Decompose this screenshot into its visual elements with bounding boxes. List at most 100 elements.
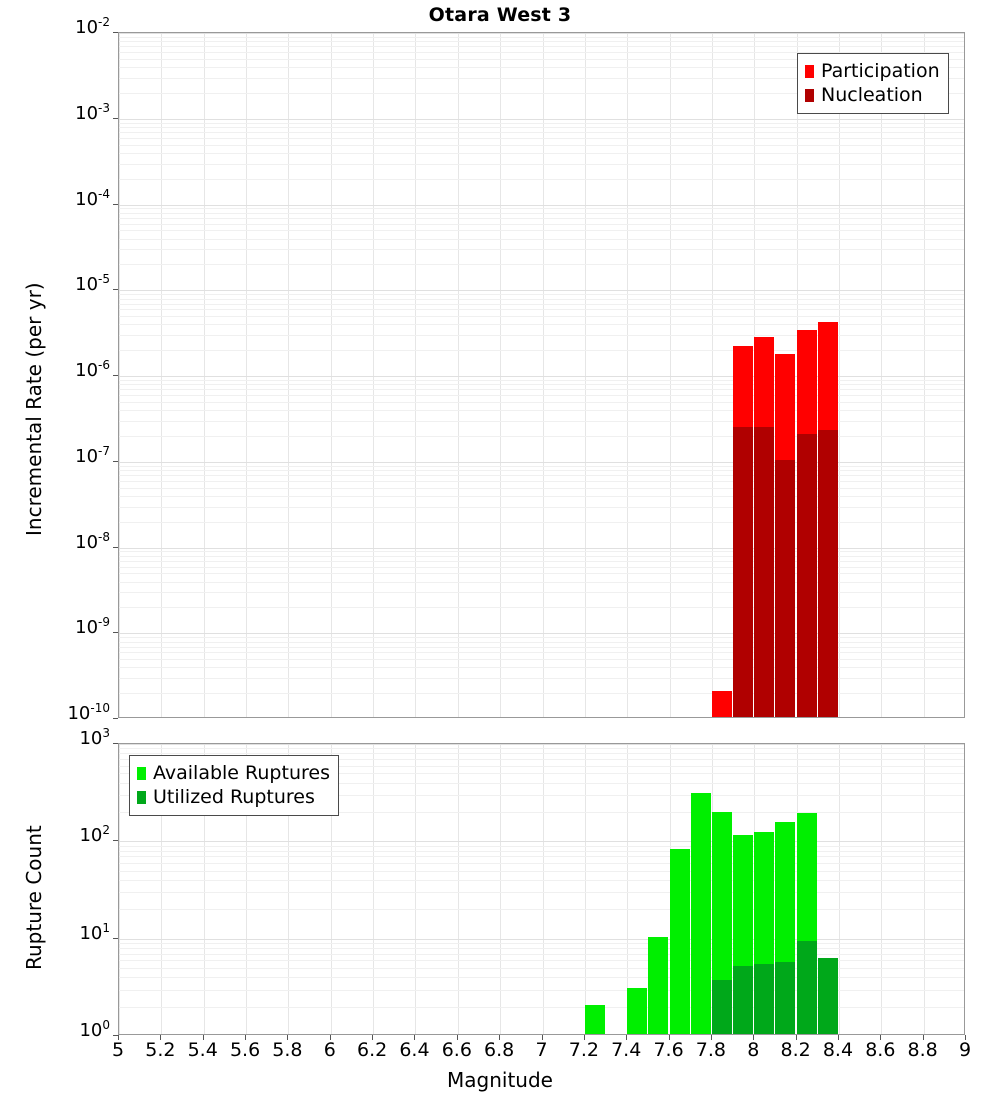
- grid-line-horizontal: [119, 204, 964, 206]
- grid-line-vertical: [246, 744, 248, 1034]
- x-tick-label: 7.6: [653, 1039, 684, 1061]
- legend-label: Available Ruptures: [153, 761, 330, 784]
- grid-line-horizontal-minor: [119, 989, 964, 991]
- x-tick-mark: [541, 1035, 543, 1040]
- grid-line-horizontal-minor: [119, 667, 964, 669]
- y-tick-mark: [113, 743, 118, 744]
- grid-line-horizontal-minor: [119, 637, 964, 639]
- x-tick-label: 8: [747, 1039, 760, 1061]
- grid-line-horizontal-minor: [119, 812, 964, 814]
- grid-line-vertical: [161, 33, 163, 717]
- grid-line-horizontal-minor: [119, 480, 964, 482]
- y-tick-label: 10-10: [67, 701, 110, 724]
- grid-line-horizontal-minor: [119, 856, 964, 858]
- x-tick-mark: [456, 1035, 458, 1040]
- grid-line-horizontal: [119, 841, 964, 843]
- grid-line-horizontal-minor: [119, 379, 964, 381]
- grid-line-horizontal-minor: [119, 335, 964, 337]
- x-tick-label: 7.2: [568, 1039, 599, 1061]
- grid-line-vertical: [119, 33, 120, 717]
- y-tick-mark: [113, 840, 118, 842]
- legend-label: Utilized Ruptures: [153, 785, 315, 808]
- grid-line-vertical: [203, 33, 205, 717]
- grid-line-horizontal-minor: [119, 794, 964, 796]
- grid-line-horizontal-minor: [119, 36, 964, 38]
- x-tick-label: 5.8: [272, 1039, 303, 1061]
- grid-line-horizontal-minor: [119, 122, 964, 124]
- grid-line-vertical: [415, 33, 417, 717]
- y-tick-label: 103: [79, 726, 110, 749]
- grid-line-vertical: [669, 33, 671, 717]
- grid-line-horizontal-minor: [119, 551, 964, 553]
- y-tick-label: 100: [79, 1018, 110, 1041]
- grid-line-horizontal-minor: [119, 759, 964, 761]
- grid-line-vertical: [923, 33, 925, 717]
- grid-line-horizontal-minor: [119, 592, 964, 594]
- grid-line-horizontal-minor: [119, 967, 964, 969]
- y-tick-label: 10-8: [75, 529, 110, 553]
- grid-line-vertical: [203, 744, 205, 1034]
- grid-line-horizontal: [119, 290, 964, 292]
- grid-line-horizontal-minor: [119, 560, 964, 562]
- legend-entry: Participation: [805, 59, 940, 83]
- grid-line-horizontal-minor: [119, 316, 964, 318]
- grid-line-vertical: [542, 744, 544, 1034]
- grid-line-horizontal-minor: [119, 862, 964, 864]
- grid-line-horizontal: [119, 633, 964, 635]
- legend-label: Participation: [821, 59, 940, 82]
- bar-available-ruptures: [690, 792, 711, 1034]
- grid-line-horizontal-minor: [119, 953, 964, 955]
- grid-line-vertical: [373, 33, 375, 717]
- grid-line-horizontal-minor: [119, 309, 964, 311]
- y-tick-mark: [113, 117, 118, 119]
- bar-utilized-ruptures: [754, 963, 775, 1034]
- x-tick-mark: [922, 1035, 924, 1040]
- grid-line-horizontal-minor: [119, 324, 964, 326]
- grid-line-vertical: [627, 33, 629, 717]
- legend-swatch-icon: [137, 766, 146, 780]
- y-tick-label: 102: [79, 823, 110, 847]
- grid-line-horizontal-minor: [119, 67, 964, 69]
- grid-line-vertical: [627, 744, 629, 1034]
- grid-line-horizontal-minor: [119, 521, 964, 523]
- y-tick-mark: [113, 546, 118, 548]
- grid-line-vertical: [457, 33, 459, 717]
- grid-line-vertical: [838, 744, 840, 1034]
- grid-line-horizontal-minor: [119, 581, 964, 583]
- x-tick-label: 6.6: [441, 1039, 472, 1061]
- y-tick-mark: [113, 718, 118, 719]
- grid-line-horizontal-minor: [119, 350, 964, 352]
- bar-utilized-ruptures: [775, 961, 796, 1034]
- grid-line-horizontal-minor: [119, 420, 964, 422]
- grid-line-horizontal-minor: [119, 264, 964, 266]
- grid-line-horizontal-minor: [119, 41, 964, 43]
- grid-line-horizontal-minor: [119, 748, 964, 750]
- y-tick-mark: [113, 289, 118, 291]
- grid-line-horizontal-minor: [119, 223, 964, 225]
- bar-utilized-ruptures: [733, 965, 754, 1034]
- grid-line-horizontal-minor: [119, 960, 964, 962]
- x-tick-mark: [118, 1035, 119, 1040]
- grid-line-horizontal-minor: [119, 948, 964, 950]
- grid-line-horizontal-minor: [119, 470, 964, 472]
- count-y-axis-label: Rupture Count: [22, 825, 46, 970]
- bar-nucleation: [817, 430, 838, 717]
- grid-line-horizontal-minor: [119, 46, 964, 48]
- rate-chart-panel: [118, 32, 965, 718]
- bar-utilized-ruptures: [796, 941, 817, 1034]
- grid-line-horizontal-minor: [119, 566, 964, 568]
- y-tick-label: 10-7: [75, 443, 110, 467]
- grid-line-horizontal-minor: [119, 92, 964, 94]
- bar-participation: [711, 691, 732, 717]
- y-tick-label: 10-2: [75, 15, 110, 38]
- grid-line-horizontal-minor: [119, 77, 964, 79]
- x-tick-mark: [160, 1035, 162, 1040]
- grid-line-horizontal-minor: [119, 892, 964, 894]
- grid-line-horizontal-minor: [119, 465, 964, 467]
- count-chart-panel: [118, 743, 965, 1035]
- bar-nucleation: [754, 427, 775, 717]
- legend-swatch-icon: [137, 790, 146, 804]
- x-tick-mark: [837, 1035, 839, 1040]
- x-tick-mark: [753, 1035, 755, 1040]
- rate-plot-area: [119, 33, 964, 717]
